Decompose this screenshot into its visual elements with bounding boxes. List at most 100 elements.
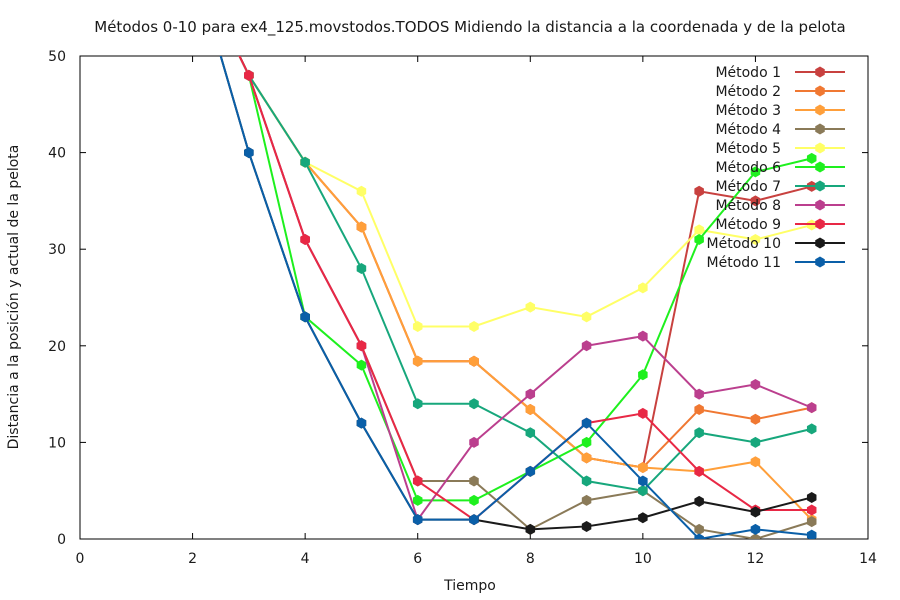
data-point bbox=[694, 523, 704, 535]
data-point bbox=[694, 185, 704, 197]
data-point bbox=[750, 166, 761, 178]
y-tick-label: 50 bbox=[48, 49, 66, 65]
data-point bbox=[412, 475, 423, 487]
x-tick-label: 12 bbox=[747, 551, 765, 567]
y-tick-label: 0 bbox=[57, 532, 66, 548]
legend-marker bbox=[815, 66, 825, 78]
legend-marker bbox=[815, 161, 825, 173]
data-point bbox=[469, 514, 479, 526]
data-point bbox=[300, 311, 310, 323]
x-tick-label: 8 bbox=[526, 551, 535, 567]
y-tick-label: 30 bbox=[48, 242, 66, 258]
data-point bbox=[694, 533, 704, 539]
data-point bbox=[300, 156, 310, 168]
data-point bbox=[525, 388, 536, 400]
data-point bbox=[638, 282, 648, 294]
data-point bbox=[412, 494, 423, 506]
data-point bbox=[638, 407, 648, 419]
data-point bbox=[750, 413, 761, 425]
data-point bbox=[638, 485, 648, 497]
data-point bbox=[750, 195, 761, 207]
legend: Método 1 Método 2 Método 3 Método 4 Método 5… bbox=[707, 65, 845, 271]
data-point bbox=[356, 185, 367, 197]
series-line bbox=[219, 56, 812, 539]
data-point bbox=[694, 388, 704, 400]
legend-label: Método 5 bbox=[715, 141, 781, 157]
data-point bbox=[750, 234, 761, 246]
legend-marker bbox=[815, 142, 825, 154]
legend-label: Método 10 bbox=[707, 236, 781, 252]
data-point bbox=[525, 523, 536, 535]
data-point bbox=[525, 427, 536, 439]
y-tick-label: 10 bbox=[48, 435, 66, 451]
legend-label: Método 4 bbox=[715, 122, 781, 138]
x-axis-label: Tiempo bbox=[443, 578, 496, 594]
x-tick-label: 10 bbox=[634, 551, 652, 567]
x-tick-label: 2 bbox=[188, 551, 197, 567]
data-point bbox=[525, 301, 536, 313]
legend-marker bbox=[815, 256, 825, 268]
x-tick-label: 6 bbox=[413, 551, 422, 567]
data-point bbox=[244, 69, 254, 81]
data-point bbox=[525, 465, 536, 477]
data-point bbox=[694, 427, 704, 439]
y-axis-label: Distancia a la posición y actual de la p… bbox=[6, 145, 22, 450]
data-point bbox=[469, 475, 479, 487]
legend-marker bbox=[815, 104, 825, 116]
data-point bbox=[806, 491, 817, 503]
data-point bbox=[469, 320, 479, 332]
legend-marker bbox=[815, 180, 825, 192]
data-point bbox=[469, 494, 479, 506]
data-point bbox=[469, 436, 479, 448]
data-point bbox=[806, 529, 817, 539]
y-tick-label: 20 bbox=[48, 339, 66, 355]
legend-label: Método 11 bbox=[707, 255, 781, 271]
y-axis: 0 10 20 30 40 50 bbox=[48, 49, 868, 548]
data-point bbox=[638, 369, 648, 381]
series-layer bbox=[219, 56, 817, 539]
data-point bbox=[694, 234, 704, 246]
data-point bbox=[356, 417, 367, 429]
data-point bbox=[694, 465, 704, 477]
data-point bbox=[806, 402, 817, 414]
chart-title: Métodos 0-10 para ex4_125.movstodos.TODO… bbox=[94, 18, 845, 37]
legend-marker bbox=[815, 199, 825, 211]
y-tick-label: 40 bbox=[48, 146, 66, 162]
data-point bbox=[806, 504, 817, 516]
plot-frame bbox=[79, 55, 869, 540]
x-tick-label: 14 bbox=[859, 551, 877, 567]
data-point bbox=[581, 520, 592, 532]
data-point bbox=[581, 452, 592, 464]
data-point bbox=[750, 456, 761, 468]
data-point bbox=[581, 417, 592, 429]
plot-border bbox=[79, 55, 869, 540]
data-point bbox=[806, 219, 817, 231]
x-axis: 0 2 4 6 8 10 12 14 bbox=[76, 56, 877, 567]
data-point bbox=[581, 475, 592, 487]
data-point bbox=[638, 330, 648, 342]
data-point bbox=[750, 523, 761, 535]
data-point bbox=[581, 340, 592, 352]
data-point bbox=[806, 152, 817, 164]
legend-marker bbox=[815, 218, 825, 230]
data-point bbox=[806, 516, 817, 528]
legend-label: Método 8 bbox=[715, 198, 781, 214]
data-point bbox=[750, 533, 761, 539]
data-point bbox=[581, 311, 592, 323]
data-point bbox=[356, 263, 367, 275]
legend-label: Método 6 bbox=[715, 160, 781, 176]
data-point bbox=[300, 234, 310, 246]
data-point bbox=[525, 404, 536, 416]
data-point bbox=[412, 398, 423, 410]
legend-label: Método 2 bbox=[715, 84, 781, 100]
data-point bbox=[638, 462, 648, 474]
data-point bbox=[356, 340, 367, 352]
data-point bbox=[356, 221, 367, 233]
legend-marker bbox=[815, 85, 825, 97]
legend-label: Método 3 bbox=[715, 103, 781, 119]
data-point bbox=[469, 355, 479, 367]
data-point bbox=[750, 378, 761, 390]
x-tick-label: 4 bbox=[301, 551, 310, 567]
data-point bbox=[694, 224, 704, 236]
